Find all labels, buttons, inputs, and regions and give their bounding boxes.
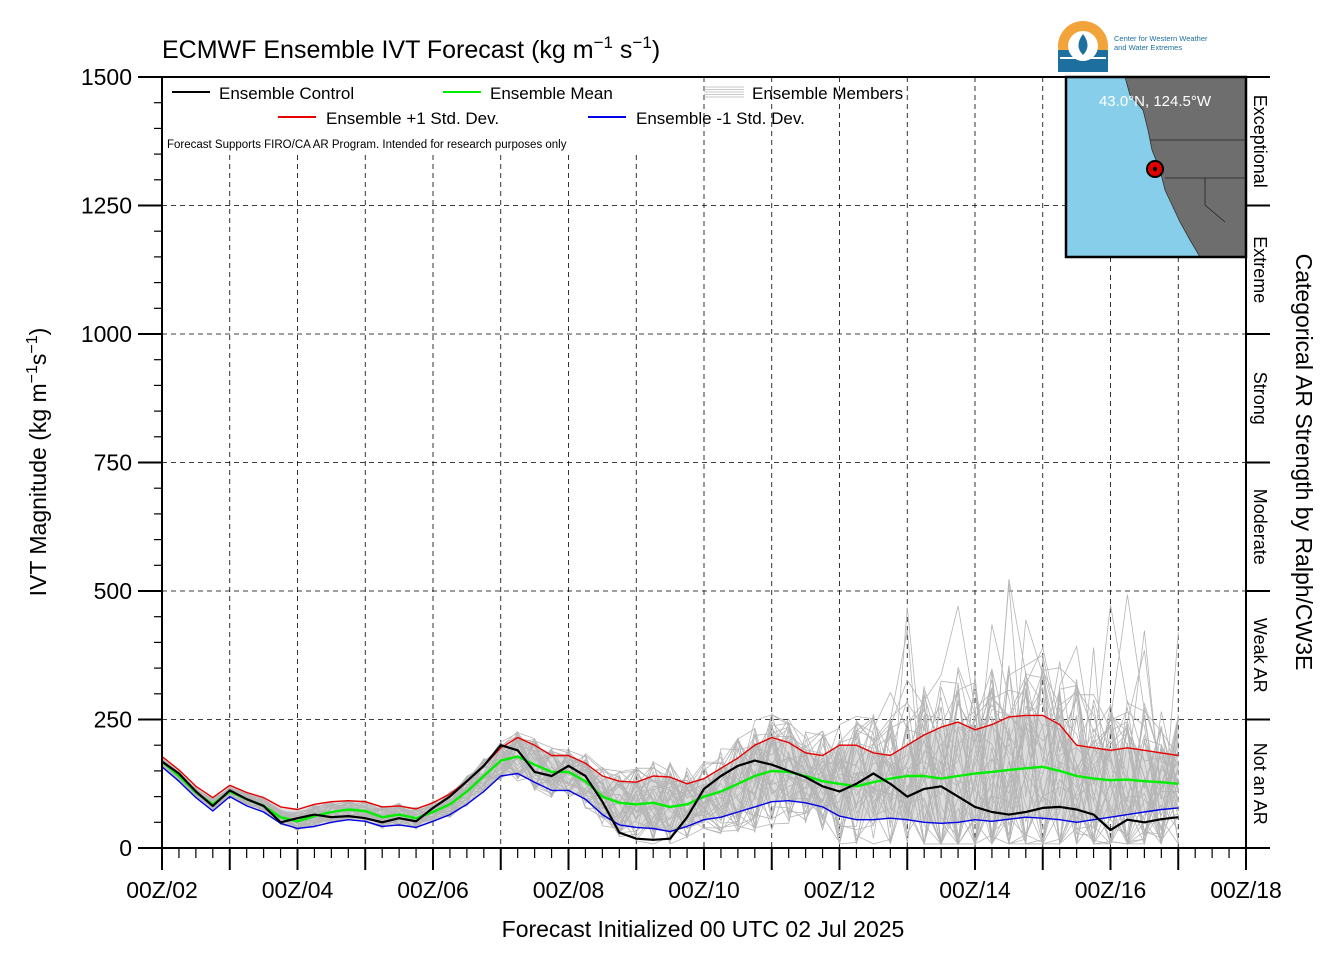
legend-label-minus: Ensemble -1 Std. Dev. xyxy=(636,109,805,128)
category-label: Exceptional xyxy=(1250,95,1270,188)
member-line xyxy=(161,657,1179,845)
series-line-minus xyxy=(161,766,1179,833)
ensemble-members xyxy=(161,579,1179,846)
member-line xyxy=(161,698,1179,845)
member-line xyxy=(161,690,1179,844)
x-tick-label: 00Z/16 xyxy=(1075,877,1147,903)
x-tick-label: 00Z/10 xyxy=(668,877,740,903)
right-axis-label: Categorical AR Strength by Ralph/CW3E xyxy=(1291,254,1317,671)
x-axis-label: Forecast Initialized 00 UTC 02 Jul 2025 xyxy=(502,916,905,942)
x-tick-label: 00Z/18 xyxy=(1210,877,1282,903)
category-label: Extreme xyxy=(1250,236,1270,303)
category-axis: Not an AR Weak AR Moderate Strong Extreme Exc… xyxy=(1246,76,1270,849)
inset-land xyxy=(1124,76,1247,258)
research-note: Forecast Supports FIRO/CA AR Program. In… xyxy=(167,139,567,151)
y-tick-label: 250 xyxy=(94,707,132,733)
legend: Ensemble Control Ensemble Mean Ensemble Me… xyxy=(172,84,903,128)
location-inset: 43.0°N, 124.5°W xyxy=(1064,75,1248,259)
member-line xyxy=(161,690,1179,845)
category-label: Strong xyxy=(1250,372,1270,425)
logo-drop-icon xyxy=(1078,34,1088,55)
legend-label-members: Ensemble Members xyxy=(752,84,903,103)
x-tick-label: 00Z/14 xyxy=(939,877,1011,903)
logo-text-line2: and Water Extremes xyxy=(1114,43,1182,52)
y-tick-label: 1250 xyxy=(81,193,132,219)
y-tick-label: 1500 xyxy=(81,64,132,90)
spread-band xyxy=(162,715,1179,832)
x-tick-label: 00Z/04 xyxy=(262,877,334,903)
series-line-mean xyxy=(161,755,1179,823)
inset-frame xyxy=(1064,75,1248,259)
category-label: Weak AR xyxy=(1250,618,1270,693)
x-tick-label: 00Z/08 xyxy=(533,877,605,903)
inset-borders xyxy=(1150,139,1246,223)
chart-title: ECMWF Ensemble IVT Forecast (kg m−1 s−1) xyxy=(162,33,660,64)
y-tick-label: 500 xyxy=(94,578,132,604)
y-tick-label: 1000 xyxy=(81,321,132,347)
x-axis: 00Z/02 00Z/04 00Z/06 00Z/08 00Z/10 00Z/12 00Z/… xyxy=(126,848,1282,903)
member-line xyxy=(161,679,1179,845)
location-marker-dot xyxy=(1152,166,1158,172)
logo-text-line1: Center for Western Weather xyxy=(1114,34,1208,43)
series-line-control xyxy=(161,744,1179,841)
y-tick-label: 0 xyxy=(119,835,132,861)
x-tick-label: 00Z/12 xyxy=(804,877,876,903)
x-tick-label: 00Z/06 xyxy=(397,877,469,903)
inset-coord-label: 43.0°N, 124.5°W xyxy=(1099,93,1212,110)
y-axis: 0 250 500 750 1000 1250 1500 xyxy=(81,64,162,861)
legend-label-control: Ensemble Control xyxy=(219,84,354,103)
x-tick-label: 00Z/02 xyxy=(126,877,198,903)
y-axis-label: IVT Magnitude (kg m−1s−1) xyxy=(24,328,51,597)
y-tick-label: 750 xyxy=(94,450,132,476)
legend-label-mean: Ensemble Mean xyxy=(490,84,613,103)
legend-label-plus: Ensemble +1 Std. Dev. xyxy=(326,109,499,128)
series-line-plus xyxy=(161,714,1179,811)
category-label: Moderate xyxy=(1250,489,1270,565)
category-label: Not an AR xyxy=(1250,743,1270,825)
